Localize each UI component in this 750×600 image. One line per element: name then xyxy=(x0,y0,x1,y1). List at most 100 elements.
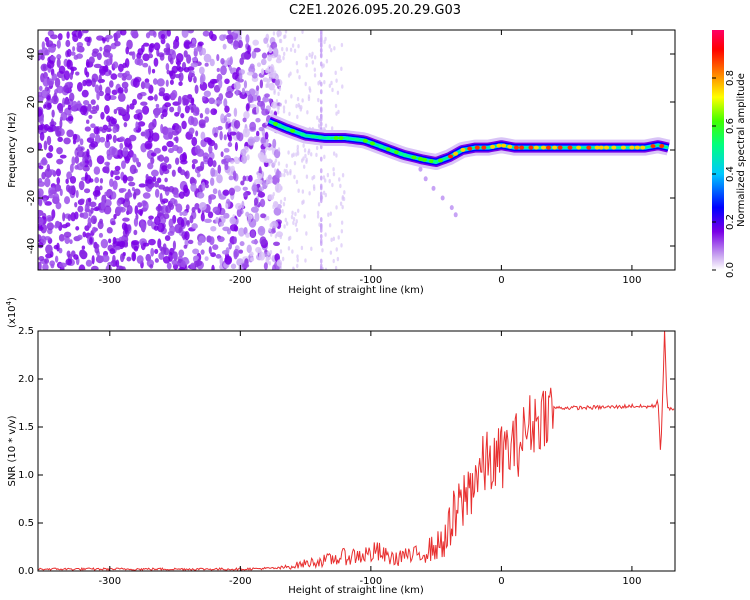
spectrogram-x-ticks: -300 -200 -100 0 100 xyxy=(98,30,641,286)
noise-speck xyxy=(240,148,247,157)
noise-speck-faint xyxy=(283,168,286,174)
track-hotspot xyxy=(390,148,396,153)
noise-speck xyxy=(76,100,82,109)
noise-speck-faint xyxy=(295,179,299,185)
track-hotspot xyxy=(362,138,368,143)
noise-speck xyxy=(152,31,157,38)
noise-speck xyxy=(199,123,206,129)
track-hotspot xyxy=(528,145,534,150)
noise-speck-faint xyxy=(324,267,328,270)
noise-speck xyxy=(66,31,70,39)
noise-speck xyxy=(269,223,273,228)
noise-speck xyxy=(252,187,257,196)
noise-speck xyxy=(56,147,63,155)
snr-scale-label: (x104) xyxy=(5,297,18,328)
noise-speck-faint xyxy=(274,158,278,163)
noise-speck-faint xyxy=(293,48,297,54)
noise-speck xyxy=(241,154,248,164)
noise-speck xyxy=(245,103,250,112)
noise-speck-faint xyxy=(273,70,277,75)
noise-speck xyxy=(78,249,87,258)
noise-speck xyxy=(212,188,218,195)
noise-speck xyxy=(82,100,90,106)
track-tail xyxy=(423,176,428,182)
noise-speck xyxy=(117,87,124,94)
noise-speck xyxy=(252,39,259,46)
noise-speck xyxy=(250,230,256,238)
track-tail xyxy=(453,212,458,218)
noise-speck-faint xyxy=(285,47,289,52)
noise-speck xyxy=(112,236,117,245)
noise-speck xyxy=(92,189,101,197)
track-hotspot xyxy=(490,144,496,149)
noise-speck xyxy=(99,136,106,143)
noise-speck xyxy=(47,154,52,159)
noise-speck-faint xyxy=(289,47,293,52)
noise-speck xyxy=(152,78,158,85)
noise-speck xyxy=(63,196,71,205)
noise-speck xyxy=(197,41,204,47)
noise-speck xyxy=(236,208,242,218)
noise-streak xyxy=(319,175,323,181)
noise-speck xyxy=(175,61,182,66)
noise-speck xyxy=(90,141,99,148)
noise-speck xyxy=(155,103,160,109)
y-tick-label: 1.0 xyxy=(18,470,34,481)
noise-speck xyxy=(242,175,246,182)
noise-speck xyxy=(101,37,108,42)
noise-speck xyxy=(190,97,195,106)
noise-speck-faint xyxy=(301,30,304,34)
track-hotspot xyxy=(437,158,443,163)
noise-speck xyxy=(44,236,51,241)
noise-speck xyxy=(56,39,61,49)
noise-speck xyxy=(184,231,190,241)
noise-speck-faint xyxy=(268,261,272,266)
noise-speck xyxy=(177,105,181,115)
noise-speck xyxy=(50,34,58,40)
noise-speck xyxy=(63,100,70,105)
noise-speck xyxy=(220,58,225,65)
noise-speck xyxy=(148,238,156,246)
noise-speck xyxy=(204,256,209,262)
noise-speck-faint xyxy=(279,102,282,107)
noise-speck xyxy=(175,225,179,231)
noise-speck xyxy=(171,259,179,266)
noise-speck xyxy=(123,122,128,128)
noise-speck xyxy=(196,172,201,178)
noise-speck xyxy=(87,197,92,203)
noise-speck xyxy=(181,210,188,217)
spectrogram-y-ticks: -40 -20 0 20 40 xyxy=(26,48,675,254)
noise-speck xyxy=(256,62,262,68)
noise-speck xyxy=(155,205,163,212)
noise-speck xyxy=(150,152,157,157)
noise-speck-faint xyxy=(284,99,287,104)
noise-speck xyxy=(233,236,238,244)
noise-speck xyxy=(122,174,128,184)
noise-speck-faint xyxy=(302,156,305,161)
noise-speck xyxy=(211,264,215,270)
noise-speck xyxy=(247,94,254,103)
noise-speck-faint xyxy=(324,192,328,198)
noise-streak xyxy=(319,191,323,197)
noise-speck xyxy=(76,162,85,171)
noise-speck-faint xyxy=(323,39,326,45)
noise-speck-faint xyxy=(304,258,307,263)
noise-speck xyxy=(223,212,230,219)
noise-speck xyxy=(212,160,217,168)
noise-speck xyxy=(204,107,210,115)
noise-speck xyxy=(187,30,194,34)
noise-speck xyxy=(91,255,95,265)
noise-speck xyxy=(46,222,54,231)
noise-speck xyxy=(183,41,191,49)
noise-speck xyxy=(72,133,78,141)
noise-speck xyxy=(69,239,73,245)
noise-speck-faint xyxy=(338,177,341,182)
noise-speck-faint xyxy=(290,94,293,99)
noise-speck xyxy=(240,180,245,186)
noise-speck-faint xyxy=(335,78,338,83)
noise-speck xyxy=(217,164,222,174)
noise-speck-faint xyxy=(293,174,296,180)
noise-speck xyxy=(163,213,170,220)
noise-speck xyxy=(55,168,61,177)
noise-speck xyxy=(63,70,70,81)
